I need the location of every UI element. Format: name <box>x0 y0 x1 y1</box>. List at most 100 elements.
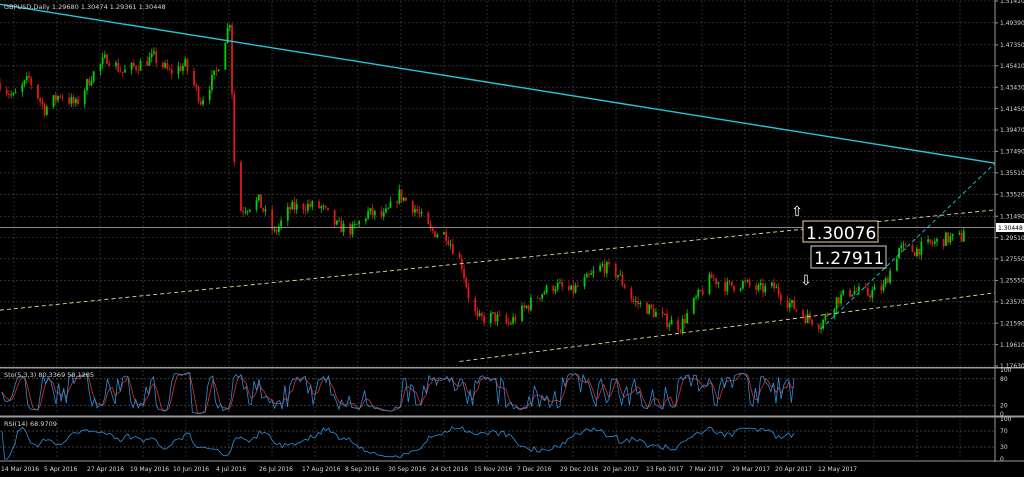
candle-body <box>947 232 950 243</box>
candle-body <box>523 305 526 308</box>
candle-body <box>692 298 695 314</box>
candle-body <box>762 283 764 293</box>
candle-body <box>646 302 648 314</box>
candle-body <box>353 224 356 225</box>
stochastic-label: Sto(5,3,3) 80.3369 58.1285 <box>4 371 94 379</box>
candle-body <box>257 194 260 201</box>
candle-body <box>663 313 666 315</box>
stochastic-main-line <box>1 372 795 414</box>
candle-body <box>92 71 95 82</box>
candle-body <box>103 54 106 58</box>
candle-body <box>960 233 963 242</box>
time-tick-label: 26 Jul 2016 <box>259 466 293 473</box>
candle-body <box>866 287 869 296</box>
candlestick-series <box>0 22 965 336</box>
candle-body <box>148 57 151 66</box>
candle-body <box>824 314 827 320</box>
candle-body <box>686 313 689 324</box>
candle-body <box>463 268 465 279</box>
candle-body <box>543 292 546 295</box>
candle-body <box>170 69 173 74</box>
candle-body <box>898 248 900 259</box>
candle-body <box>311 201 314 207</box>
time-tick-label: 24 Oct 2016 <box>431 466 468 473</box>
candle-body <box>52 95 55 107</box>
rsi-scale-label: 70 <box>1000 428 1008 435</box>
candle-body <box>342 223 345 233</box>
candle-body <box>918 248 921 256</box>
candle-body <box>124 69 126 73</box>
candle-body <box>322 205 325 207</box>
candle-body <box>670 319 673 325</box>
candle-body <box>791 300 793 304</box>
price-tick-label: 1.39470 <box>1000 127 1024 134</box>
candle-body <box>619 274 622 276</box>
candle-body <box>45 106 48 115</box>
candle-body <box>168 68 171 70</box>
candle-body <box>527 305 530 310</box>
down-arrow-icon: ⇩ <box>800 273 812 289</box>
candle-body <box>492 312 494 314</box>
candle-body <box>538 298 541 299</box>
candle-body <box>211 75 213 90</box>
price-axis: 1.30448 1.51410 1.49390 1.47350 1.45410 1.434… <box>995 0 1024 463</box>
candle-body <box>182 65 184 71</box>
candle-body <box>936 238 938 242</box>
candle-body <box>382 212 385 217</box>
candle-body <box>650 304 653 309</box>
candle-body <box>37 84 39 99</box>
candle-body <box>574 285 577 293</box>
candle-body <box>880 286 883 291</box>
candle-body <box>293 201 296 210</box>
stochastic-scale-label: 80 <box>1000 376 1008 383</box>
candle-body <box>764 285 767 293</box>
candle-body <box>904 244 907 246</box>
candle-body <box>367 211 370 219</box>
candle-body <box>661 312 664 315</box>
candle-body <box>788 303 791 308</box>
candle-body <box>83 90 86 104</box>
candle-body <box>74 99 77 104</box>
candle-body <box>507 322 510 324</box>
candle-body <box>588 274 590 275</box>
candle-body <box>949 236 952 243</box>
candle-body <box>242 210 245 213</box>
candle-body <box>554 289 557 292</box>
candle-body <box>137 69 140 71</box>
candle-body <box>41 101 44 105</box>
candle-body <box>244 211 247 213</box>
candle-body <box>920 241 923 256</box>
candle-body <box>773 282 776 289</box>
candle-body <box>713 277 715 279</box>
candle-body <box>90 81 93 86</box>
candle-body <box>572 285 575 293</box>
candle-body <box>811 319 813 325</box>
time-tick-label: 30 Sep 2016 <box>388 466 426 473</box>
price-tick-label: 1.27550 <box>1000 256 1024 263</box>
price-tick-label: 1.51410 <box>1000 0 1024 5</box>
candle-body <box>88 79 91 86</box>
rsi-scale-label: 0 <box>1000 456 1004 463</box>
candle-body <box>246 211 249 213</box>
stochastic-scale-label: 20 <box>1000 402 1008 409</box>
candle-body <box>489 312 492 323</box>
rsi-scale-label: 30 <box>1000 444 1008 451</box>
down-level-box <box>810 245 887 269</box>
candle-body <box>835 297 838 310</box>
candle-body <box>416 208 419 212</box>
candle-body <box>333 209 336 225</box>
candle-body <box>199 101 202 105</box>
candle-body <box>271 209 274 230</box>
candle-body <box>5 89 8 95</box>
candle-body <box>614 263 617 278</box>
candle-body <box>106 54 108 64</box>
candle-body <box>132 62 135 67</box>
candle-body <box>929 239 932 243</box>
candle-body <box>933 241 936 244</box>
candle-body <box>654 312 657 317</box>
candle-body <box>86 79 88 91</box>
candle-body <box>858 286 860 292</box>
candle-body <box>387 207 390 209</box>
